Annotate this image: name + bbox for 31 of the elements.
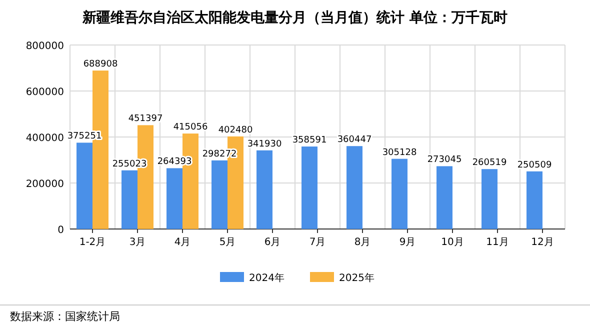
- x-tick-label: 6月: [264, 237, 281, 248]
- y-tick-label: 400000: [26, 133, 64, 144]
- x-tick-label: 1-2月: [79, 237, 106, 248]
- data-label: 305128: [382, 148, 417, 158]
- legend-label: 2024年: [249, 272, 284, 284]
- data-label: 415056: [173, 122, 208, 133]
- data-label: 273045: [427, 155, 462, 166]
- y-tick-label: 600000: [26, 87, 64, 98]
- data-label: 250509: [517, 160, 552, 170]
- x-tick-label: 11月: [486, 237, 509, 248]
- x-tick-label: 8月: [354, 237, 371, 248]
- data-label: 358591: [292, 136, 327, 146]
- x-tick-label: 3月: [129, 237, 146, 248]
- data-label: 341930: [247, 139, 282, 150]
- y-tick-label: 0: [58, 225, 64, 236]
- x-tick-label: 5月: [219, 237, 236, 248]
- x-tick-label: 9月: [399, 237, 416, 248]
- source-note: 数据来源：国家统计局: [10, 310, 120, 323]
- data-label: 260519: [472, 158, 507, 168]
- data-label: 360447: [337, 135, 372, 146]
- data-label: 402480: [218, 125, 253, 136]
- data-label: 688908: [83, 60, 118, 70]
- legend-label: 2025年: [339, 272, 374, 284]
- data-label: 451397: [128, 114, 163, 124]
- title: 新疆维吾尔自治区太阳能发电量分月（当月值）统计 单位：万千瓦时: [82, 10, 508, 26]
- x-tick-label: 12月: [531, 237, 554, 248]
- x-tick-label: 7月: [309, 237, 326, 248]
- y-tick-label: 800000: [26, 41, 64, 52]
- y-tick-label: 200000: [26, 179, 64, 190]
- x-tick-label: 10月: [441, 237, 464, 248]
- x-tick-label: 4月: [174, 237, 191, 248]
